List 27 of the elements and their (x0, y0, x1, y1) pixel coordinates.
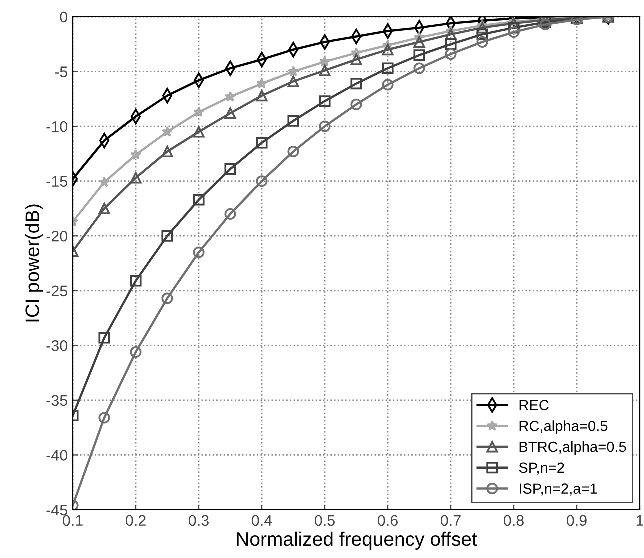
x-tick-label: 0.6 (378, 515, 398, 526)
y-tick-label: 0 (60, 12, 68, 23)
y-tick-label: -15 (46, 176, 68, 188)
y-tick-label: -35 (46, 395, 68, 406)
y-tick-label: -30 (46, 340, 68, 352)
x-tick-label: 1 (636, 515, 644, 526)
x-tick-label: 0.9 (566, 515, 587, 526)
legend-label: BTRC,alpha=0.5 (520, 442, 626, 456)
legend-label: REC (520, 400, 549, 410)
x-tick-label: 0.5 (314, 515, 335, 526)
y-tick-label: -25 (46, 286, 68, 297)
legend-label: SP,n=2 (519, 462, 564, 475)
y-tick-label: -20 (46, 230, 68, 242)
x-tick-label: 0.1 (62, 515, 83, 526)
y-axis-title: ICI power(dB) (25, 204, 44, 322)
y-tick-label: -10 (46, 121, 68, 132)
y-tick-label: -5 (55, 66, 68, 78)
legend-label: ISP,n=2,a=1 (520, 484, 598, 496)
x-tick-label: 0.7 (440, 515, 461, 526)
y-tick-label: -45 (46, 505, 68, 516)
x-tick-label: 0.4 (252, 515, 272, 526)
legend-label: RC,alpha=0.5 (520, 420, 608, 434)
y-tick-label: -40 (46, 450, 68, 461)
x-tick-label: 0.8 (504, 515, 524, 526)
x-tick-label: 0.3 (188, 515, 209, 526)
x-axis-title: Normalized frequency offset (237, 532, 478, 550)
x-tick-label: 0.2 (126, 515, 146, 526)
